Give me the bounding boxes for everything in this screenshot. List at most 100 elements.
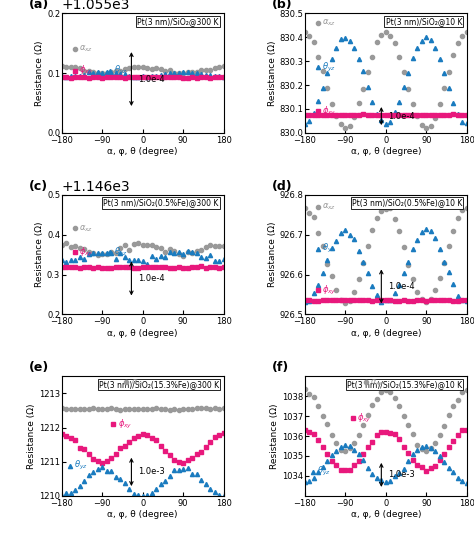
$\theta_{yz}$ [77, 254, 82, 260]
$\alpha_{xz}$ [428, 123, 434, 129]
$\phi_{xy}$ [167, 452, 173, 459]
$\theta_{yz}$ [324, 458, 330, 465]
Y-axis label: Resistance (Ω): Resistance (Ω) [268, 40, 277, 106]
$\alpha_{xz}$ [311, 394, 317, 400]
$\alpha_{xz}$ [320, 68, 326, 75]
$\phi_{xy}$ [171, 457, 177, 463]
$\theta_{yz}$ [86, 251, 91, 257]
$\phi_{xy}$ [149, 74, 155, 80]
$\phi_{xy}$ [99, 264, 105, 271]
$\phi_{xy}$ [113, 74, 118, 80]
$\theta_{yz}$ [126, 256, 132, 263]
$\theta_{yz}$ [311, 290, 317, 296]
$\theta_{yz}$ [189, 70, 195, 77]
$\theta_{yz}$ [176, 70, 182, 76]
$\theta_{yz}$ [351, 44, 357, 51]
$\theta_{yz}$ [410, 55, 416, 62]
$\theta_{yz}$ [437, 246, 443, 252]
$\alpha_{xz}$ [360, 86, 366, 92]
$\phi_{xy}$ [437, 457, 443, 464]
$\phi_{xy}$ [378, 428, 384, 435]
$\theta_{yz}$ [221, 256, 227, 262]
$\phi_{xy}$ [383, 111, 389, 118]
$\theta_{yz}$ [316, 98, 321, 104]
$\theta_{yz}$ [136, 256, 141, 263]
$\phi_{xy}$ [338, 112, 344, 118]
$\alpha_{xz}$ [401, 244, 407, 250]
$\theta_{yz}$ [72, 256, 78, 263]
Y-axis label: Resistance (Ω): Resistance (Ω) [27, 404, 36, 469]
$\phi_{xy}$ [351, 296, 357, 303]
$\theta_{yz}$ [131, 73, 137, 80]
$\alpha_{xz}$ [383, 205, 389, 212]
$\theta_{yz}$ [113, 474, 118, 480]
$\theta_{yz}$ [176, 466, 182, 473]
$\theta_{yz}$ [221, 74, 227, 80]
$\phi_{xy}$ [77, 265, 82, 271]
Text: 1.0e-4: 1.0e-4 [138, 75, 165, 84]
$\theta_{yz}$ [158, 252, 164, 259]
$\theta_{yz}$ [311, 474, 317, 481]
$\theta_{yz}$ [441, 459, 447, 465]
$\theta_{yz}$ [117, 250, 123, 256]
$\theta_{yz}$ [140, 73, 146, 80]
$\alpha_{xz}$ [419, 295, 425, 302]
$\alpha_{xz}$ [203, 67, 209, 73]
$\alpha_{xz}$ [437, 432, 443, 438]
$\phi_{xy}$ [320, 297, 326, 303]
$\phi_{xy}$ [432, 463, 438, 469]
$\phi_{xy}$ [414, 111, 420, 118]
$\alpha_{xz}$ [356, 431, 362, 438]
$\theta_{yz}$ [450, 100, 456, 106]
$\alpha_{xz}$ [459, 207, 465, 213]
$\phi_{xy}$ [216, 265, 222, 271]
$\alpha_{xz}$ [104, 70, 109, 76]
$\phi_{xy}$ [302, 297, 308, 303]
$\theta_{yz}$ [356, 450, 362, 457]
$\theta_{yz}$ [203, 255, 209, 261]
$\alpha_{xz}$ [316, 403, 321, 410]
X-axis label: α, φ, θ (degree): α, φ, θ (degree) [108, 329, 178, 338]
$\alpha_{xz}$ [387, 33, 393, 39]
$\phi_{xy}$ [369, 438, 375, 445]
$\alpha_{xz}$ [405, 422, 411, 429]
$\theta_{yz}$ [302, 299, 308, 305]
$\phi_{xy}$ [113, 264, 118, 270]
$\theta_{yz}$ [459, 478, 465, 485]
$\phi_{xy}$ [401, 443, 407, 450]
$\alpha_{xz}$ [189, 406, 195, 412]
$\alpha_{xz}$ [365, 69, 371, 75]
$\alpha_{xz}$ [171, 70, 177, 77]
$\theta_{yz}$ [333, 44, 339, 51]
$\theta_{yz}$ [302, 121, 308, 128]
$\phi_{xy}$ [464, 112, 470, 118]
Line: $\theta_{yz}$: $\theta_{yz}$ [303, 35, 469, 126]
$\phi_{xy}$ [144, 431, 150, 438]
$\theta_{yz}$ [419, 443, 425, 450]
$\theta_{yz}$ [189, 471, 195, 477]
$\phi_{xy}$ [59, 430, 64, 437]
$\theta_{yz}$ [198, 71, 204, 78]
$\theta_{yz}$ [306, 298, 312, 304]
$\phi_{xy}$ [329, 297, 335, 304]
$\theta_{yz}$ [198, 254, 204, 260]
$\phi_{xy}$ [216, 73, 222, 80]
$\theta_{yz}$ [356, 56, 362, 62]
$\alpha_{xz}$ [410, 431, 416, 437]
$\theta_{yz}$ [316, 281, 321, 288]
$\theta_{yz}$ [108, 250, 114, 256]
$\alpha_{xz}$ [95, 405, 100, 412]
$\theta_{yz}$ [194, 471, 200, 478]
$\phi_{xy}$ [176, 264, 182, 271]
$\theta_{yz}$ [369, 283, 375, 289]
$\alpha_{xz}$ [162, 406, 168, 412]
$\alpha_{xz}$ [333, 287, 339, 293]
$\theta_{yz}$ [419, 229, 425, 235]
$\alpha_{xz}$ [207, 242, 213, 248]
$\alpha_{xz}$ [216, 405, 222, 412]
$\theta_{yz}$ [63, 73, 69, 80]
$\theta_{yz}$ [68, 489, 73, 496]
$\phi_{xy}$ [203, 444, 209, 451]
$\alpha_{xz}$ [194, 248, 200, 254]
$\alpha_{xz}$ [450, 51, 456, 58]
